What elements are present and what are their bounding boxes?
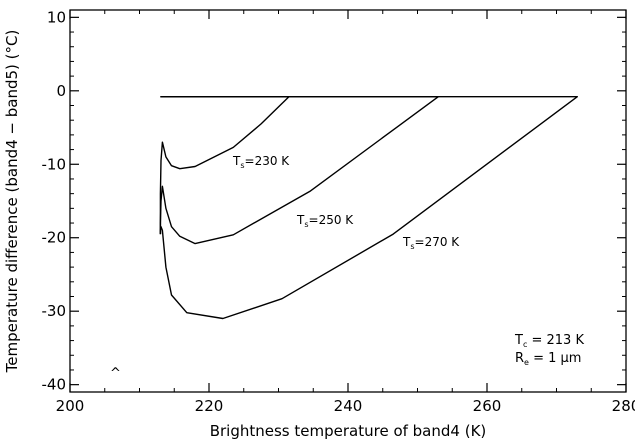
stray-mark: ^ bbox=[110, 366, 121, 381]
annotation-re-main: R bbox=[515, 351, 524, 366]
series-label-main: T bbox=[296, 213, 305, 227]
series-label-rest: =250 K bbox=[309, 213, 355, 227]
x-tick-label: 260 bbox=[473, 397, 502, 415]
series-line-3 bbox=[159, 95, 578, 320]
series-label-1: Ts=230 K bbox=[232, 154, 290, 170]
y-tick-label: 10 bbox=[47, 8, 66, 26]
series-line-2 bbox=[159, 95, 439, 245]
series-label-rest: =270 K bbox=[415, 235, 461, 249]
series-label-sub: s bbox=[240, 161, 244, 170]
y-tick-label: -10 bbox=[42, 155, 67, 173]
series-label-rest: =230 K bbox=[245, 154, 291, 168]
annotation-re: Re = 1 μm bbox=[515, 351, 581, 367]
x-tick-label: 240 bbox=[334, 397, 363, 415]
y-axis-title: Temperature difference (band4 − band5) (… bbox=[3, 30, 21, 374]
y-tick-label: 0 bbox=[56, 82, 66, 100]
x-tick-label: 200 bbox=[56, 397, 85, 415]
y-tick-label: -30 bbox=[42, 302, 67, 320]
annotation-tc-rest: = 213 K bbox=[527, 333, 584, 348]
x-tick-label: 280 bbox=[612, 397, 635, 415]
series-line-1 bbox=[159, 95, 290, 235]
labels: Ts=230 KTs=250 KTs=270 KTc = 213 KRe = 1… bbox=[110, 154, 584, 381]
y-tick-label: -40 bbox=[42, 376, 67, 394]
annotation-tc: Tc = 213 K bbox=[514, 333, 584, 349]
annotation-re-sub: e bbox=[524, 358, 529, 367]
series-label-main: T bbox=[402, 235, 411, 249]
series-label-3: Ts=270 K bbox=[402, 235, 460, 251]
x-axis-title: Brightness temperature of band4 (K) bbox=[210, 422, 487, 440]
axes: 200 220 240 260 280 -40 -30 -20 -10 0 10 Brightness… bbox=[3, 8, 635, 440]
annotation-tc-main: T bbox=[514, 333, 523, 348]
curves bbox=[159, 95, 578, 320]
series-label-main: T bbox=[232, 154, 241, 168]
annotation-re-rest: = 1 μm bbox=[529, 351, 582, 366]
series-label-sub: s bbox=[410, 242, 414, 251]
x-tick-label: 220 bbox=[195, 397, 224, 415]
y-tick-label: -20 bbox=[42, 229, 67, 247]
annotation-tc-sub: c bbox=[523, 340, 527, 349]
series-label-sub: s bbox=[304, 220, 308, 229]
series-label-2: Ts=250 K bbox=[296, 213, 354, 229]
